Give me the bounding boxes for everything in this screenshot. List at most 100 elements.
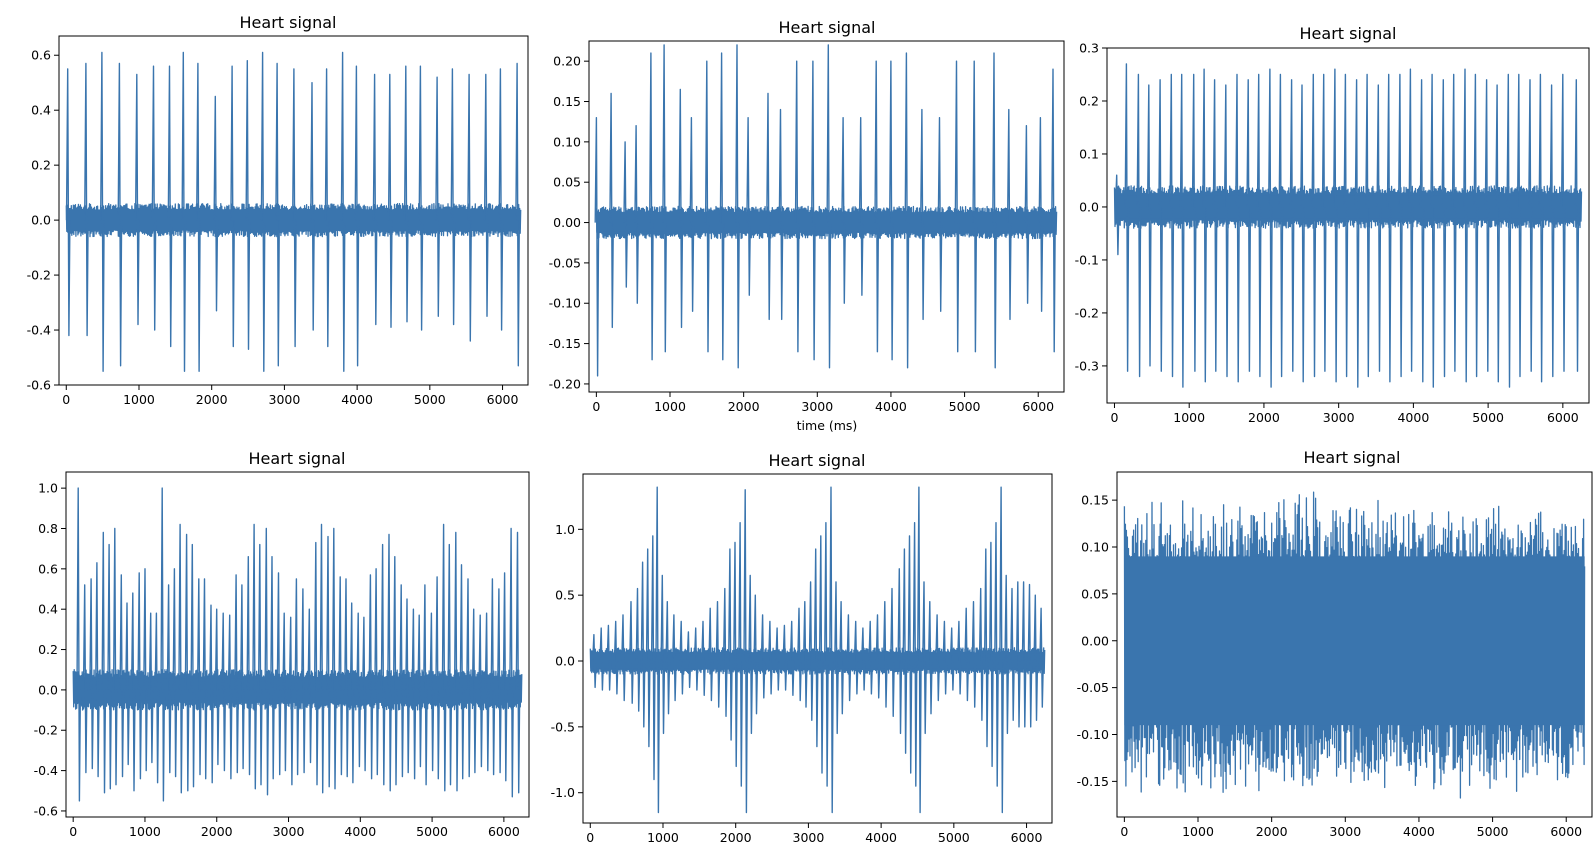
- signal-spike: [368, 574, 374, 780]
- signal-spike: [999, 486, 1004, 814]
- y-tick-label: 0.8: [38, 521, 58, 536]
- panel-3-y-axis: -0.3 -0.2 -0.1 0.0 0.1 0.2 0.3: [1075, 41, 1107, 373]
- x-tick-label: 6000: [488, 824, 520, 839]
- signal-spike: [1038, 116, 1044, 312]
- signal-spike: [650, 535, 656, 781]
- signal-spike: [331, 527, 337, 790]
- signal-spike: [789, 620, 795, 696]
- y-tick-label: 0.00: [1081, 633, 1109, 648]
- y-tick-label: 0.4: [38, 602, 58, 617]
- signal-spike: [1419, 79, 1425, 383]
- signal-spike: [634, 124, 639, 304]
- signal-spike: [733, 541, 738, 768]
- panel-2-x-axis: 0 1000 2000 3000 4000 5000 6000: [592, 392, 1054, 414]
- panel-6-frame: [1116, 471, 1593, 818]
- x-tick-label: 6000: [1011, 830, 1043, 845]
- y-tick-label: 0.20: [553, 54, 581, 69]
- signal-spike: [362, 616, 367, 772]
- signal-spike: [100, 51, 105, 372]
- signal-spike: [775, 627, 780, 691]
- signal-spike: [715, 601, 721, 708]
- signal-spike: [288, 616, 294, 786]
- signal-spike: [380, 543, 386, 786]
- signal-spike: [858, 116, 864, 296]
- signal-spike: [994, 522, 999, 787]
- y-tick-label: 0.3: [1079, 41, 1099, 56]
- x-tick-label: 3000: [793, 830, 825, 845]
- panel-3: Heart signal -0.3 -0.2 -0.1 0.0 0.1 0.2 0.3 0 1…: [1075, 24, 1590, 425]
- panel-2-xlabel: time (ms): [797, 418, 858, 433]
- x-tick-label: 4000: [341, 392, 373, 407]
- signal-spike: [497, 588, 502, 774]
- panel-1-frame: [58, 35, 529, 386]
- signal-spike: [313, 541, 319, 786]
- signal-spike: [178, 523, 183, 794]
- signal-spike: [411, 608, 417, 780]
- y-tick-label: -0.15: [1077, 774, 1109, 789]
- signal-spike: [1024, 124, 1030, 304]
- panel-1-signal: [65, 51, 522, 372]
- signal-spike: [693, 627, 699, 691]
- signal-spike: [354, 65, 360, 367]
- signal-spike: [435, 576, 440, 780]
- y-tick-label: -1.0: [551, 785, 575, 800]
- signal-spike: [450, 68, 456, 326]
- signal-spike: [453, 531, 459, 792]
- x-tick-label: 4000: [875, 399, 907, 414]
- signal-spike: [609, 92, 614, 329]
- x-tick-label: 2000: [728, 399, 760, 414]
- signal-spike: [1169, 73, 1175, 378]
- signal-spike: [324, 68, 330, 348]
- signal-spike: [429, 612, 435, 772]
- signal-spike: [264, 527, 270, 796]
- y-tick-label: -0.6: [27, 378, 51, 393]
- signal-spike: [606, 624, 612, 691]
- x-tick-label: 5000: [949, 399, 981, 414]
- panel-5-title: Heart signal: [769, 451, 866, 470]
- signal-spike: [655, 486, 661, 814]
- signal-spike: [213, 95, 219, 312]
- signal-spike: [902, 548, 908, 754]
- signal-baseline-body: [1114, 195, 1582, 219]
- signal-spike: [1212, 79, 1218, 372]
- panel-1-x-axis: 0 1000 2000 3000 4000 5000 6000: [62, 385, 519, 407]
- signal-spike: [678, 88, 684, 329]
- signal-spike: [418, 65, 424, 331]
- panel-6-signal: [1123, 491, 1586, 799]
- signal-spike: [292, 68, 297, 348]
- y-tick-label: 0.2: [1079, 93, 1099, 108]
- panel-5-frame: [582, 473, 1053, 824]
- signal-spike: [964, 607, 970, 702]
- signal-spike: [246, 556, 252, 776]
- signal-spike: [387, 73, 393, 328]
- signal-spike: [1354, 79, 1360, 388]
- signal-spike: [1021, 581, 1027, 728]
- signal-spike: [719, 52, 725, 361]
- signal-spike: [1528, 79, 1533, 372]
- signal-spike: [1114, 174, 1120, 256]
- signal-spike: [1136, 73, 1142, 378]
- signal-spike: [387, 533, 392, 792]
- panel-5-x-axis: 0 1000 2000 3000 4000 5000 6000: [586, 823, 1043, 845]
- signal-spike: [746, 116, 751, 296]
- signal-spike: [349, 602, 355, 784]
- signal-spike: [846, 614, 852, 702]
- signal-spike: [1343, 73, 1349, 378]
- signal-spike: [172, 568, 178, 778]
- panel-5-y-axis: -1.0 -0.5 0.0 0.5 1.0: [551, 522, 583, 800]
- y-tick-label: -0.2: [1075, 305, 1099, 320]
- panel-4-frame: [65, 471, 530, 818]
- signal-spike: [760, 614, 766, 699]
- signal-spike: [861, 627, 866, 691]
- signal-spike: [904, 52, 910, 369]
- signal-spike: [515, 62, 520, 367]
- y-tick-label: 0.05: [553, 175, 581, 190]
- signal-spike: [143, 568, 148, 772]
- signal-spike: [340, 51, 346, 372]
- signal-spike: [922, 581, 927, 735]
- panel-6-x-axis: 0 1000 2000 3000 4000 5000 6000: [1120, 817, 1582, 839]
- signal-spike: [245, 60, 251, 350]
- signal-spike: [1246, 79, 1252, 372]
- panel-4: Heart signal -0.6 -0.4 -0.2 0.0 0.2 0.4 0.6 0.8…: [34, 449, 530, 839]
- x-tick-label: 1000: [654, 399, 686, 414]
